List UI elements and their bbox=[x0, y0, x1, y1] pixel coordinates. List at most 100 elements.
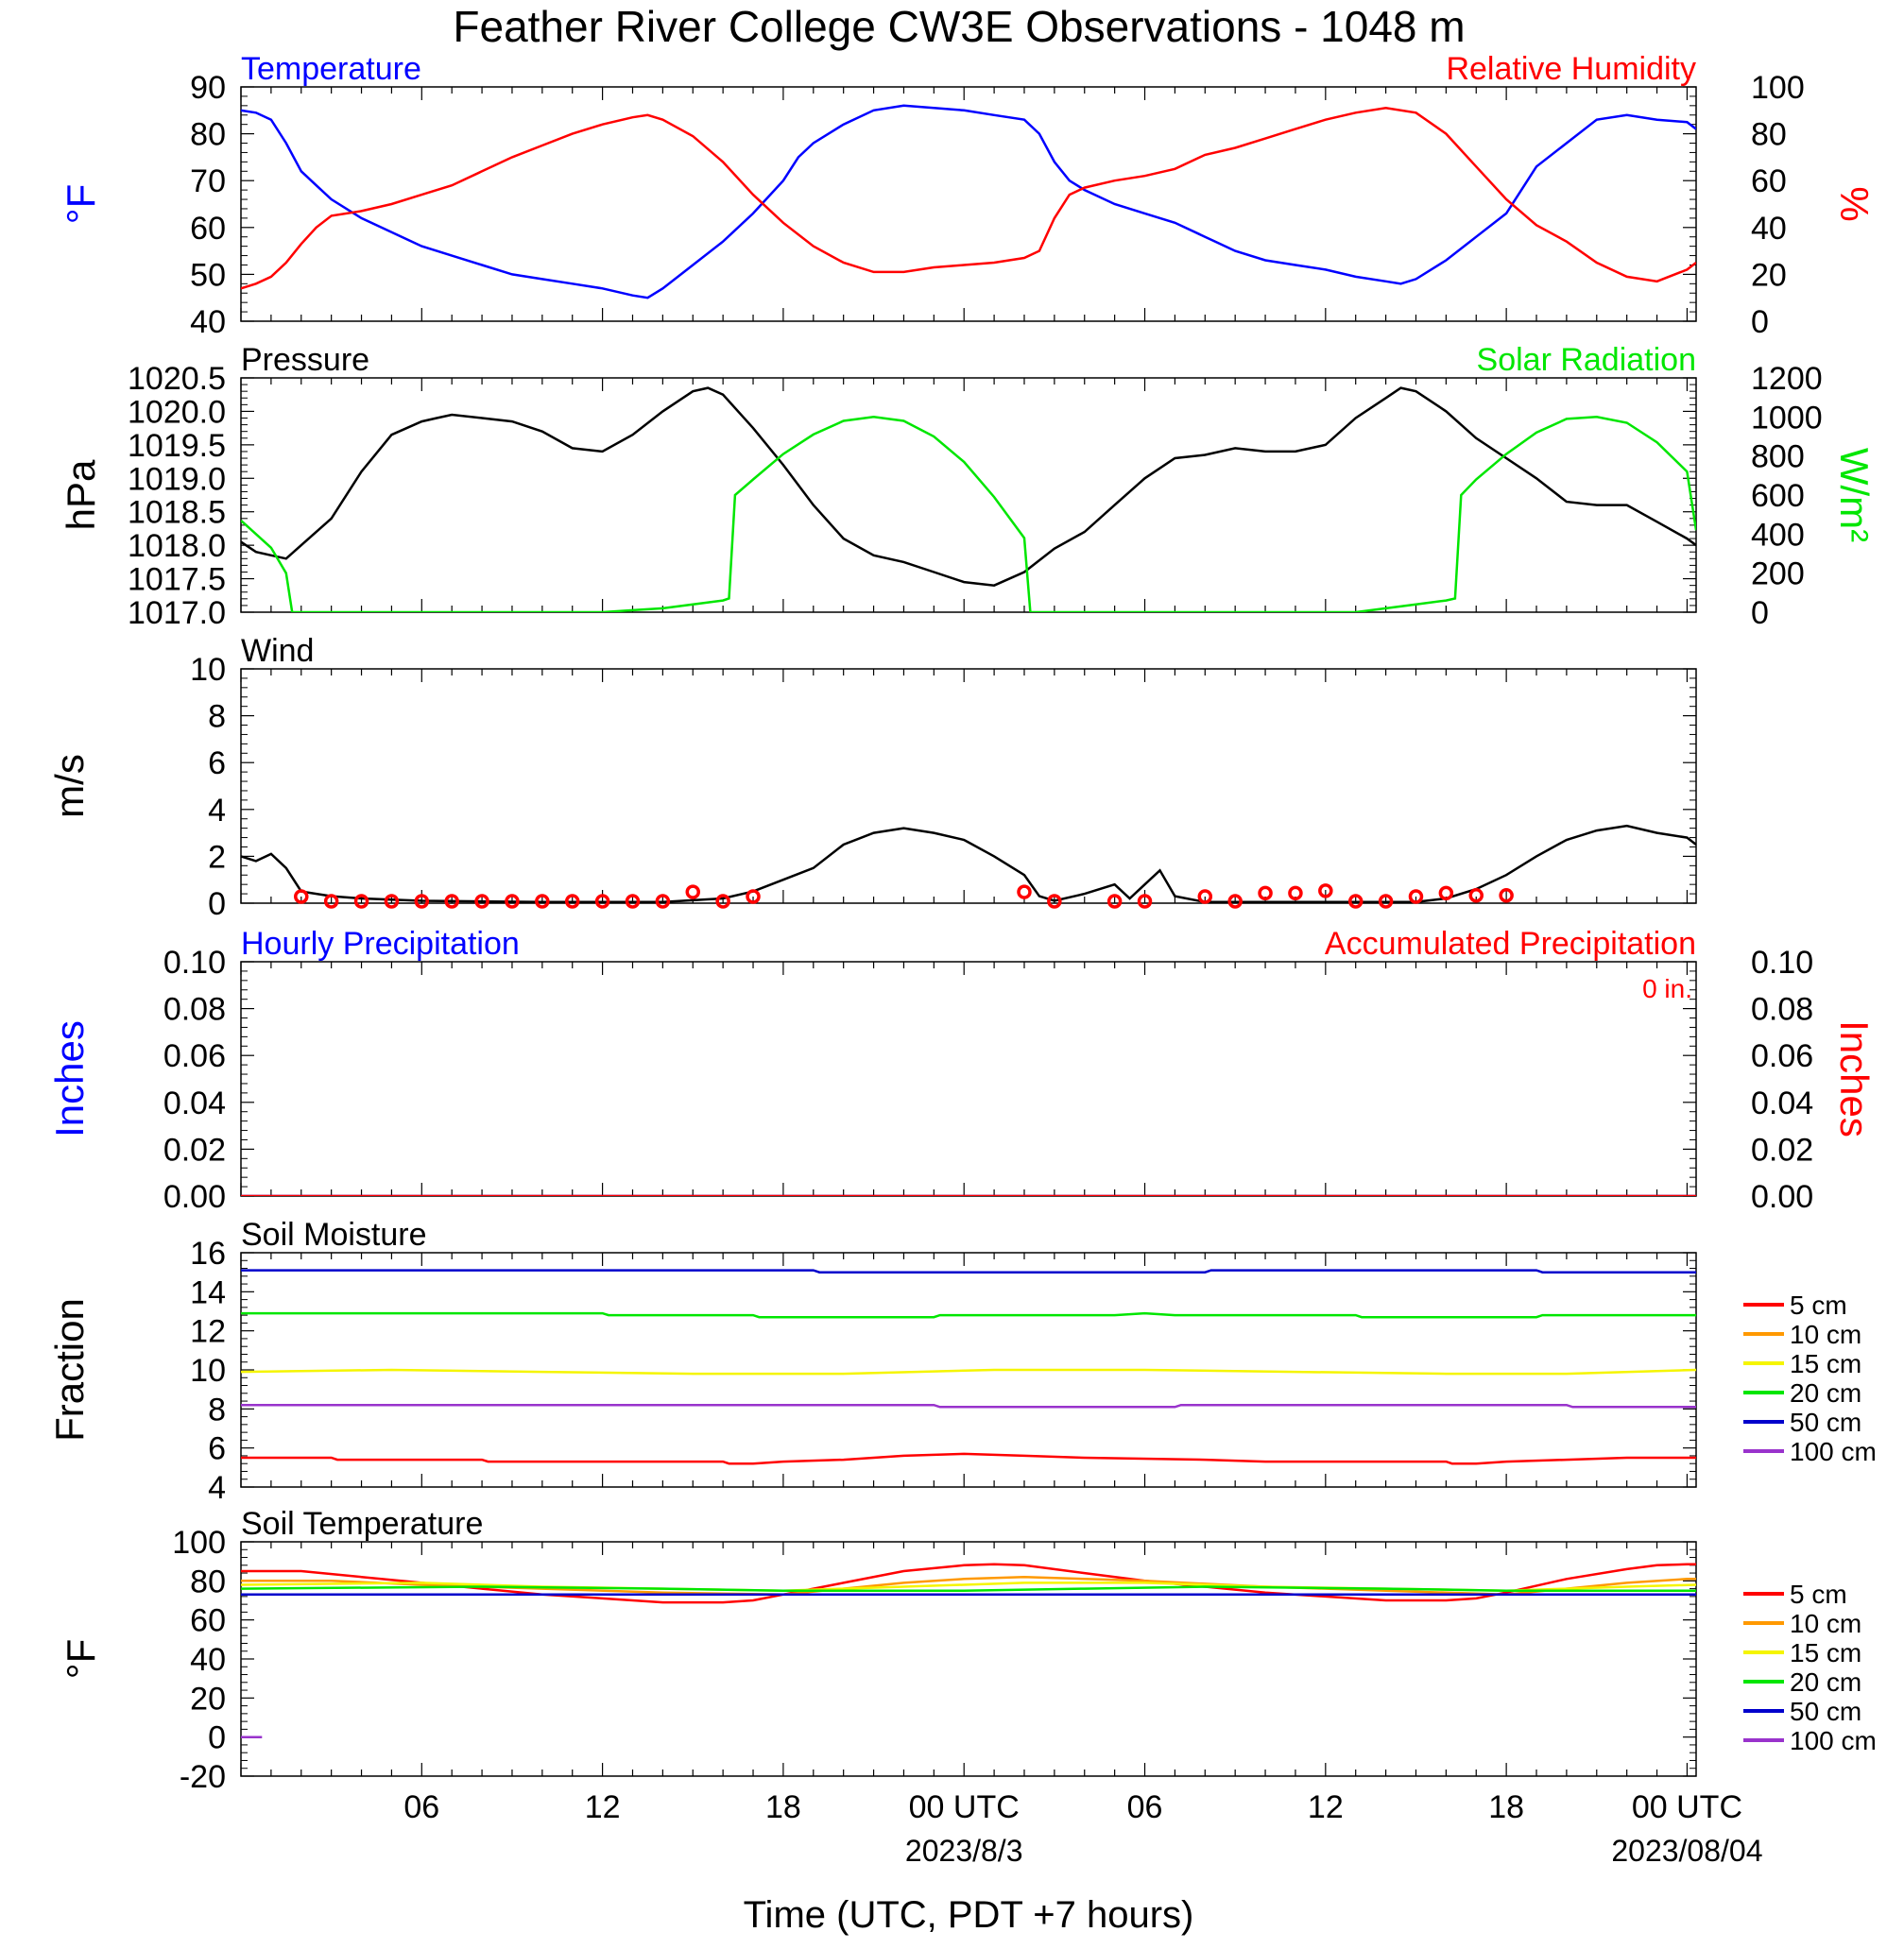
y-tick-label: 2 bbox=[208, 839, 226, 875]
wind-marker bbox=[444, 894, 459, 909]
legend-label: 5 cm bbox=[1790, 1580, 1847, 1609]
wind-marker bbox=[535, 894, 550, 909]
wind-marker bbox=[1017, 884, 1032, 899]
series-line-black bbox=[241, 824, 1696, 903]
y-tick-label: 20 bbox=[190, 1681, 226, 1717]
y2-tick-label: 0.02 bbox=[1751, 1132, 1813, 1168]
wind-marker bbox=[505, 894, 520, 909]
legend-label: 50 cm bbox=[1790, 1697, 1861, 1726]
panel-left-title: Hourly Precipitation bbox=[241, 926, 520, 962]
y-tick-label: 0 bbox=[208, 1720, 226, 1756]
y-tick-label: 40 bbox=[190, 1642, 226, 1678]
y2-tick-label: 80 bbox=[1751, 117, 1787, 153]
panel-left-title: Pressure bbox=[241, 342, 369, 378]
y-tick-label: 8 bbox=[208, 1392, 226, 1428]
y-tick-label: 12 bbox=[190, 1314, 226, 1350]
figure-title: Feather River College CW3E Observations … bbox=[453, 2, 1465, 51]
series-line-yellow bbox=[241, 1368, 1696, 1376]
x-tick-label: 12 bbox=[585, 1789, 621, 1825]
legend-label: 100 cm bbox=[1790, 1726, 1877, 1755]
y2-tick-label: 400 bbox=[1751, 517, 1805, 553]
panel-right-title: Solar Radiation bbox=[1477, 342, 1696, 378]
series-line-green bbox=[241, 1311, 1696, 1319]
wind-marker bbox=[1227, 894, 1243, 909]
y-tick-label: 60 bbox=[190, 211, 226, 247]
y-tick-label: 1017.0 bbox=[128, 595, 226, 631]
x-tick-label: 00 UTC bbox=[909, 1789, 1020, 1825]
series-line-red bbox=[241, 107, 1696, 290]
y2-tick-label: 200 bbox=[1751, 556, 1805, 592]
wind-marker bbox=[323, 894, 339, 909]
y-tick-label: 0 bbox=[208, 886, 226, 922]
wind-marker bbox=[1106, 894, 1123, 909]
y-tick-label: 6 bbox=[208, 1431, 226, 1467]
legend-label: 10 cm bbox=[1790, 1320, 1861, 1349]
series-line-blue bbox=[241, 104, 1696, 299]
wind-marker bbox=[625, 894, 641, 909]
y-axis-unit: hPa bbox=[59, 459, 103, 530]
legend-label: 10 cm bbox=[1790, 1609, 1861, 1638]
x-tick-label: 06 bbox=[403, 1789, 439, 1825]
legend-label: 20 cm bbox=[1790, 1667, 1861, 1697]
panel-right-title: Relative Humidity bbox=[1446, 51, 1696, 87]
wind-marker bbox=[1347, 894, 1364, 909]
y-tick-label: 1019.0 bbox=[128, 461, 226, 497]
y-axis-unit: °F bbox=[59, 184, 103, 224]
wind-marker bbox=[1137, 894, 1153, 909]
y-tick-label: 40 bbox=[190, 304, 226, 340]
y-axis-unit: m/s bbox=[47, 754, 92, 818]
y-tick-label: 1020.5 bbox=[128, 361, 226, 397]
wind-marker bbox=[685, 884, 701, 899]
y2-tick-label: 1200 bbox=[1751, 361, 1823, 397]
wind-marker bbox=[594, 894, 610, 909]
y-tick-label: -20 bbox=[180, 1759, 226, 1795]
legend-label: 20 cm bbox=[1790, 1378, 1861, 1408]
wind-marker bbox=[414, 894, 430, 909]
y-tick-label: 50 bbox=[190, 257, 226, 293]
y-tick-label: 10 bbox=[190, 652, 226, 688]
y2-tick-label: 0 bbox=[1751, 595, 1769, 631]
y-tick-label: 8 bbox=[208, 699, 226, 735]
x-tick-label: 18 bbox=[765, 1789, 801, 1825]
panel-temp-rh: 90 80 70 60 50 40 100 80 60 40 20 0 Temperature Relat… bbox=[59, 51, 1877, 340]
series-line-red bbox=[241, 1452, 1696, 1465]
y-tick-label: 0.02 bbox=[163, 1132, 226, 1168]
wind-marker bbox=[294, 889, 309, 904]
wind-marker bbox=[1258, 885, 1273, 901]
panel-left-title: Wind bbox=[241, 633, 314, 669]
y-tick-label: 80 bbox=[190, 1564, 226, 1599]
y2-axis-unit: Inches bbox=[1832, 1020, 1877, 1137]
wind-marker bbox=[1318, 883, 1333, 898]
wind-marker bbox=[564, 894, 580, 909]
y-tick-label: 1018.5 bbox=[128, 495, 226, 531]
wind-marker bbox=[1378, 894, 1394, 909]
panel-left-title: Temperature bbox=[241, 51, 421, 87]
wind-marker bbox=[1468, 888, 1484, 903]
y2-tick-label: 0.06 bbox=[1751, 1038, 1813, 1074]
y2-tick-label: 0 bbox=[1751, 304, 1769, 340]
series-line-purple bbox=[241, 1403, 1696, 1409]
y-tick-label: 1019.5 bbox=[128, 428, 226, 464]
panel-left-title: Soil Moisture bbox=[241, 1217, 427, 1253]
accumulated-total-label: 0 in. bbox=[1642, 974, 1692, 1003]
y-tick-label: 14 bbox=[190, 1274, 226, 1310]
x-tick-label: 00 UTC bbox=[1632, 1789, 1742, 1825]
y-tick-label: 1020.0 bbox=[128, 394, 226, 430]
x-axis-label: Time (UTC, PDT +7 hours) bbox=[744, 1894, 1194, 1936]
y2-axis-unit: % bbox=[1832, 186, 1877, 221]
x-date-label: 2023/08/04 bbox=[1611, 1834, 1762, 1868]
wind-marker bbox=[474, 894, 489, 909]
wind-marker bbox=[353, 894, 369, 909]
y-tick-label: 0.08 bbox=[163, 992, 226, 1028]
y-axis-unit: Fraction bbox=[47, 1298, 92, 1442]
y-tick-label: 16 bbox=[190, 1236, 226, 1272]
y-tick-label: 1017.5 bbox=[128, 562, 226, 598]
y2-tick-label: 1000 bbox=[1751, 400, 1823, 436]
x-tick-label: 12 bbox=[1308, 1789, 1344, 1825]
y-tick-label: 0.10 bbox=[163, 945, 226, 981]
y2-tick-label: 0.08 bbox=[1751, 992, 1813, 1028]
series-line-green bbox=[241, 1585, 1696, 1592]
